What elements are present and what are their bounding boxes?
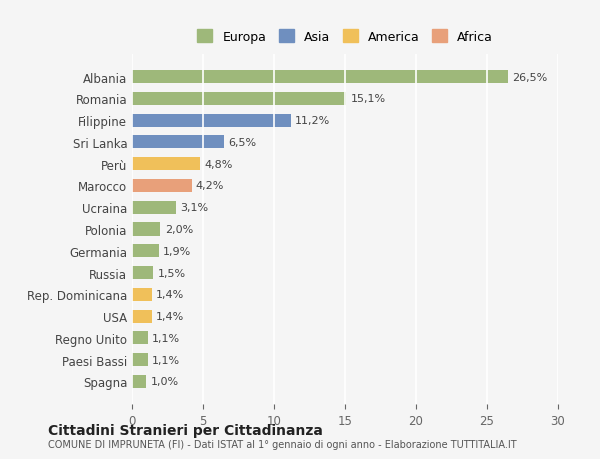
Text: 15,1%: 15,1% (350, 94, 386, 104)
Bar (132, 136, 224, 149)
Bar (132, 114, 291, 128)
Bar (132, 353, 148, 366)
Bar (132, 266, 154, 280)
Bar (132, 245, 159, 258)
Text: 1,5%: 1,5% (158, 268, 185, 278)
Text: 4,8%: 4,8% (205, 159, 233, 169)
Text: 1,9%: 1,9% (163, 246, 191, 256)
Bar (132, 201, 176, 214)
Text: 1,1%: 1,1% (152, 333, 180, 343)
Bar (132, 375, 146, 388)
Text: 26,5%: 26,5% (512, 73, 548, 83)
Text: 1,4%: 1,4% (156, 311, 184, 321)
Bar (132, 71, 508, 84)
Legend: Europa, Asia, America, Africa: Europa, Asia, America, Africa (194, 27, 496, 48)
Bar (132, 158, 200, 171)
Text: 6,5%: 6,5% (229, 138, 257, 148)
Text: Cittadini Stranieri per Cittadinanza: Cittadini Stranieri per Cittadinanza (48, 423, 323, 437)
Bar (132, 223, 160, 236)
Bar (132, 288, 152, 301)
Bar (132, 179, 191, 193)
Text: 1,1%: 1,1% (152, 355, 180, 365)
Text: 3,1%: 3,1% (180, 203, 208, 213)
Text: 11,2%: 11,2% (295, 116, 331, 126)
Bar (132, 331, 148, 345)
Text: 1,0%: 1,0% (151, 376, 179, 386)
Bar (132, 93, 346, 106)
Text: COMUNE DI IMPRUNETA (FI) - Dati ISTAT al 1° gennaio di ogni anno - Elaborazione : COMUNE DI IMPRUNETA (FI) - Dati ISTAT al… (48, 440, 517, 449)
Text: 2,0%: 2,0% (164, 224, 193, 235)
Bar (132, 310, 152, 323)
Text: 4,2%: 4,2% (196, 181, 224, 191)
Text: 1,4%: 1,4% (156, 290, 184, 300)
